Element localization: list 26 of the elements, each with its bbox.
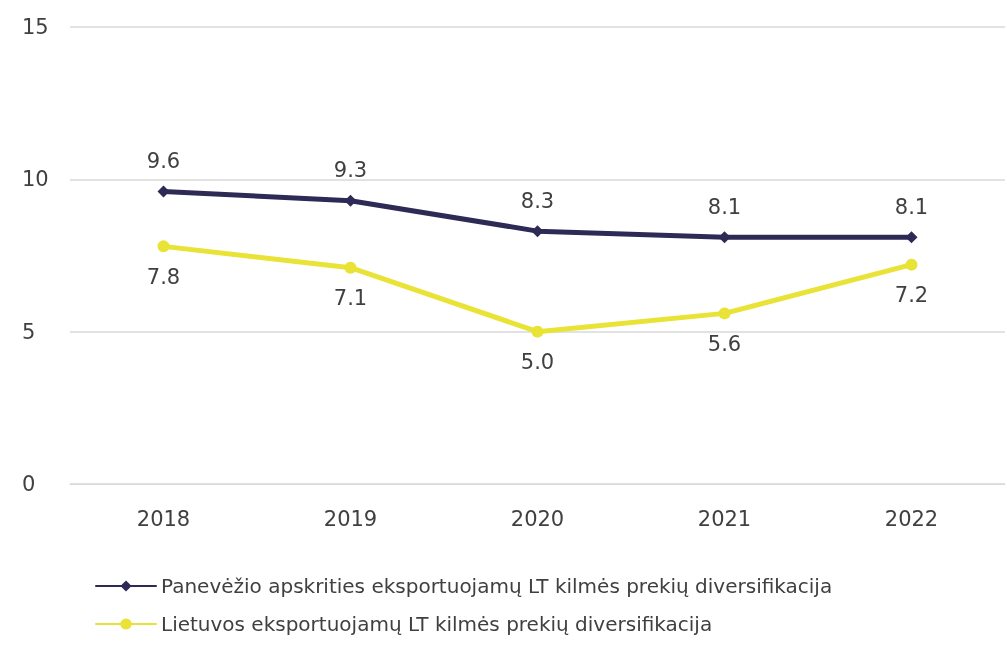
data-label: 7.8 — [146, 264, 181, 289]
data-label: 9.6 — [146, 149, 181, 174]
data-label: 8.3 — [520, 188, 555, 213]
x-tick-label: 2020 — [510, 506, 565, 531]
y-tick-label: 10 — [22, 167, 49, 192]
point — [718, 307, 731, 320]
y-tick-label: 0 — [22, 472, 36, 496]
x-tick-label: 2021 — [697, 506, 752, 531]
point — [905, 258, 918, 271]
point — [157, 240, 170, 253]
data-label: 5.6 — [707, 331, 742, 356]
data-label: 7.2 — [894, 283, 929, 308]
legend-label: Panevėžio apskrities eksportuojamų LT kilmės prekių diversifikacija — [161, 574, 833, 598]
data-label: 9.3 — [333, 158, 368, 183]
data-label: 8.1 — [894, 194, 929, 219]
data-label: 5.0 — [520, 350, 555, 375]
data-label: 7.1 — [333, 286, 368, 311]
x-tick-label: 2019 — [323, 506, 378, 531]
x-tick-label: 2022 — [884, 506, 939, 531]
data-label: 8.1 — [707, 194, 742, 219]
legend-label: Lietuvos eksportuojamų LT kilmės prekių diversifikacija — [161, 612, 713, 636]
y-tick-label: 15 — [22, 15, 49, 39]
point — [344, 261, 357, 274]
y-tick-label: 5 — [22, 319, 36, 344]
point — [531, 325, 544, 338]
x-tick-label: 2018 — [136, 506, 191, 531]
